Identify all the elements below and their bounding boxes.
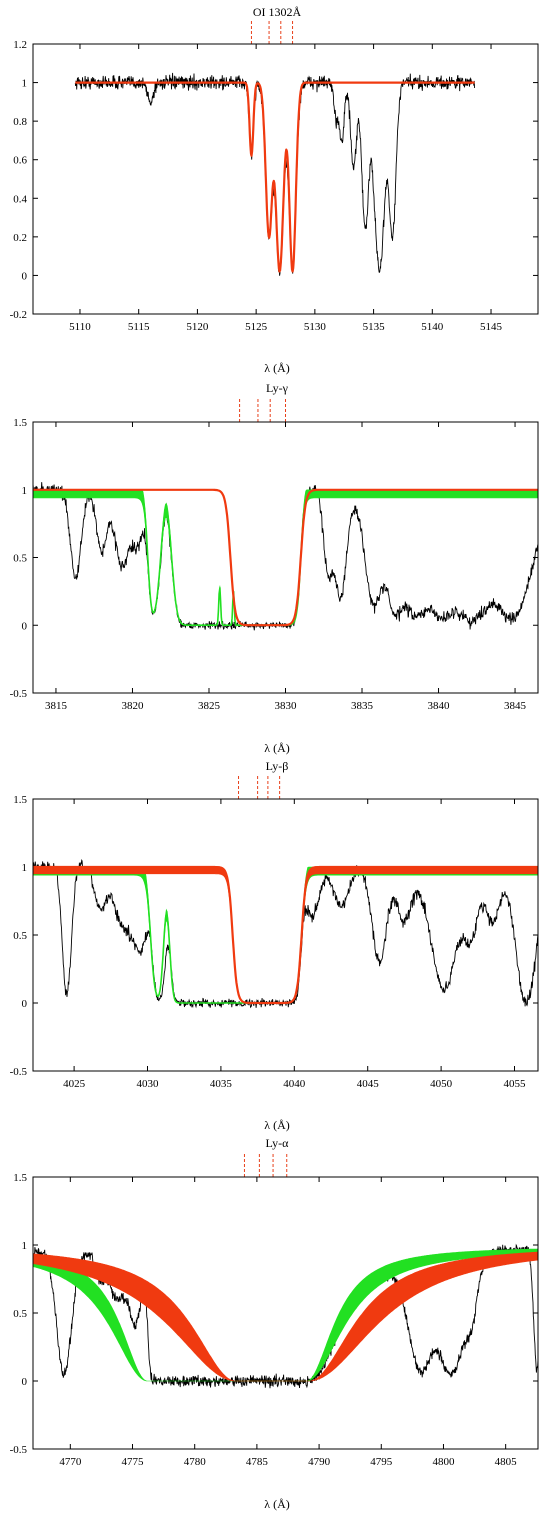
y-tick-label: 0.8 (13, 116, 27, 128)
x-tick-label: 4785 (246, 1456, 269, 1468)
x-tick-label: 3840 (428, 700, 451, 712)
x-tick-label: 4790 (308, 1456, 331, 1468)
model-line-green (33, 489, 538, 626)
plot-area (33, 859, 538, 1009)
y-tick-label: 0.4 (13, 193, 27, 205)
y-tick-label: 1.5 (13, 1172, 27, 1184)
x-tick-label: 3845 (504, 700, 527, 712)
x-tick-label: 4795 (370, 1456, 393, 1468)
x-tick-label: 5130 (304, 321, 327, 333)
model-band-green (33, 1248, 538, 1382)
plot-area (33, 1243, 538, 1389)
y-tick-label: 1 (22, 485, 28, 497)
model-fit-red (33, 865, 538, 1005)
x-tick-label: 3825 (198, 700, 221, 712)
x-tick-label: 4030 (137, 1078, 160, 1090)
y-tick-label: 0 (22, 270, 28, 282)
x-axis-label: λ (Å) (264, 361, 289, 375)
plot-area (74, 72, 476, 276)
panel-title: Ly-γ (266, 381, 289, 395)
panel-title: OI 1302Å (253, 5, 302, 19)
x-tick-label: 4045 (357, 1078, 380, 1090)
observed-spectrum (33, 1243, 538, 1389)
x-tick-label: 5135 (363, 321, 386, 333)
plot-frame (32, 421, 539, 694)
y-tick-label: 0.5 (13, 1308, 27, 1320)
x-axis-label: λ (Å) (264, 1118, 289, 1132)
y-tick-label: 0 (22, 1376, 28, 1388)
plot-frame (32, 43, 539, 315)
y-tick-label: 0 (22, 998, 28, 1010)
y-tick-label: 0.6 (13, 155, 27, 167)
panel-title: Ly-β (266, 759, 289, 773)
plot-area (33, 482, 538, 631)
y-tick-label: 0 (22, 620, 28, 632)
model-band-green (33, 866, 538, 1004)
model-band-red (33, 866, 538, 1004)
x-tick-label: 5115 (128, 321, 150, 333)
x-tick-label: 4025 (63, 1078, 86, 1090)
x-tick-label: 3835 (351, 700, 374, 712)
model-band-red (33, 1251, 538, 1382)
x-tick-label: 3830 (275, 700, 298, 712)
model-fit-red (74, 81, 476, 273)
panel-oi-1302: OI 1302Å λ (Å) 5110 5115 5120 5125 5130 5135 5… (10, 5, 539, 375)
y-tick-label: 1.2 (13, 39, 27, 51)
x-tick-label: 5125 (245, 321, 268, 333)
x-axis-label: λ (Å) (264, 741, 289, 755)
x-tick-label: 4050 (430, 1078, 453, 1090)
observed-spectrum (33, 482, 538, 631)
plot-frame (32, 1176, 539, 1450)
plot-frame (32, 798, 539, 1072)
y-tick-label: 1 (22, 862, 28, 874)
x-tick-label: 4035 (210, 1078, 233, 1090)
x-tick-label: 3815 (45, 700, 68, 712)
y-tick-label: 1.5 (13, 417, 27, 429)
observed-spectrum (74, 72, 476, 276)
x-tick-label: 5140 (421, 321, 444, 333)
x-tick-label: 4775 (122, 1456, 145, 1468)
x-tick-label: 4800 (432, 1456, 455, 1468)
y-tick-label: 1.5 (13, 794, 27, 806)
model-line-green (33, 866, 538, 1004)
panel-title: Ly-α (266, 1136, 290, 1150)
y-tick-label: 0.5 (13, 930, 27, 942)
panel-ly-gamma: Ly-γ λ (Å) 3815 3820 3825 3830 3835 3840 3845 -… (10, 381, 539, 755)
y-tick-label: -0.5 (10, 1444, 28, 1456)
model-band-green (33, 489, 538, 626)
y-tick-label: -0.5 (10, 688, 28, 700)
panel-ly-beta: Ly-β λ (Å) 4025 4030 4035 4040 4045 4050 4055 -… (10, 759, 539, 1132)
x-tick-label: 5145 (480, 321, 503, 333)
y-tick-label: -0.5 (10, 1066, 28, 1078)
x-tick-label: 4805 (495, 1456, 518, 1468)
observed-spectrum (33, 859, 538, 1009)
y-tick-label: 1 (22, 1240, 28, 1252)
y-tick-label: 0.5 (13, 553, 27, 565)
y-tick-label: 1 (22, 78, 28, 90)
x-tick-label: 4780 (184, 1456, 207, 1468)
model-fit-red (33, 488, 538, 627)
x-axis-label: λ (Å) (264, 1497, 289, 1511)
x-tick-label: 4770 (59, 1456, 82, 1468)
panel-ly-alpha: Ly-α λ (Å) 4770 4775 4780 4785 4790 4795 4800 4… (10, 1136, 539, 1511)
y-tick-label: -0.2 (10, 309, 27, 321)
y-tick-label: 0.2 (13, 232, 27, 244)
x-tick-label: 4055 (504, 1078, 527, 1090)
x-tick-label: 4040 (283, 1078, 306, 1090)
x-tick-label: 3820 (121, 700, 144, 712)
x-tick-label: 5110 (69, 321, 91, 333)
x-tick-label: 5120 (186, 321, 209, 333)
